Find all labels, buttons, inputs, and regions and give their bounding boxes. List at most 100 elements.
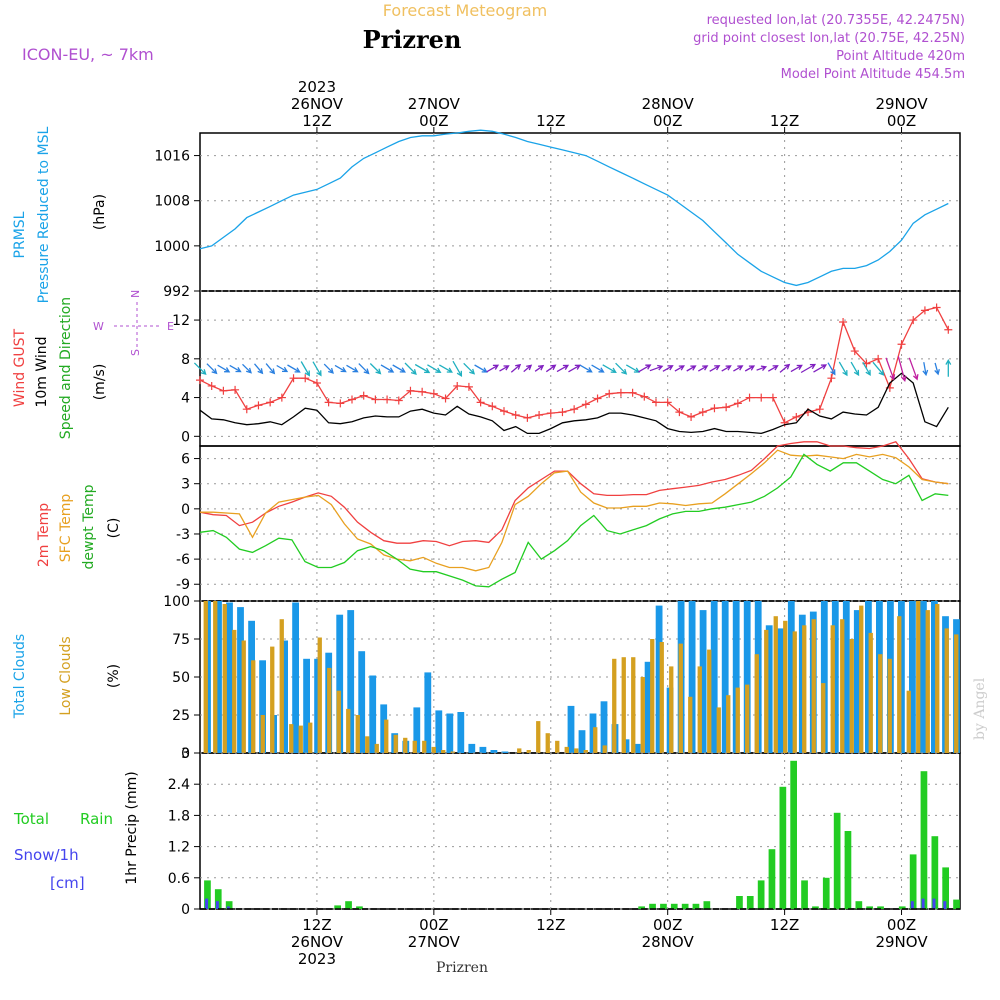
gust-marker	[312, 379, 321, 388]
low-cloud-bar	[659, 642, 664, 753]
value-tick-label: 1008	[154, 194, 190, 210]
low-cloud-bar	[545, 733, 550, 753]
gridpoint-coords: grid point closest lon,lat (20.75E, 42.2…	[693, 31, 965, 46]
low-cloud-bar	[897, 616, 902, 753]
wind-arrow	[206, 363, 218, 375]
wind-arrow	[709, 365, 721, 372]
low-cloud-bar	[289, 724, 294, 753]
gust-marker	[476, 398, 485, 407]
gust-marker	[897, 340, 906, 349]
low-cloud-bar	[726, 695, 731, 753]
time-label-top: 12Z	[302, 112, 331, 130]
rain-bar	[812, 906, 819, 909]
compass-w: W	[93, 320, 104, 333]
total-cloud-bar	[865, 601, 872, 753]
snow-bar	[910, 901, 914, 909]
value-tick-label: 1.8	[168, 808, 190, 824]
rain-bar	[855, 901, 863, 909]
wind-arrow	[369, 363, 382, 375]
gust-marker	[383, 395, 392, 404]
gust-marker	[780, 418, 789, 427]
requested-coords: requested lon,lat (20.7355E, 42.2475N)	[707, 13, 965, 28]
t2m-line	[199, 441, 949, 547]
wind-arrow	[392, 364, 406, 373]
wind-arrow	[615, 362, 628, 375]
total-cloud-bar	[622, 739, 630, 753]
low-cloud-bar	[270, 646, 275, 753]
low-cloud-bar	[203, 601, 208, 753]
watermark: by Angel	[972, 677, 988, 740]
rain-bar	[942, 867, 949, 909]
rain-bar	[214, 889, 222, 909]
gust-marker	[453, 381, 462, 390]
time-label-bottom: 26NOV	[291, 933, 344, 951]
gust-marker	[827, 374, 836, 383]
low-cloud-bar	[944, 628, 949, 753]
low-cloud-bar	[783, 620, 788, 753]
gust-marker	[324, 398, 333, 407]
low-cloud-bar	[669, 666, 674, 753]
total-cloud-bar	[600, 701, 608, 753]
gust-marker	[616, 388, 625, 397]
low-cloud-bar	[954, 634, 959, 753]
wind-arrow	[579, 364, 593, 373]
total-cloud-bar	[898, 601, 905, 753]
low-cloud-bar	[336, 690, 341, 753]
gust-marker	[219, 386, 228, 395]
wind-arrow	[838, 361, 848, 377]
low-cloud-bar	[517, 748, 522, 753]
value-tick-label: 12	[172, 313, 190, 329]
point-altitude: Point Altitude 420m	[836, 49, 965, 64]
rain-bar	[670, 903, 678, 909]
rain-bar	[638, 906, 645, 909]
rain-bar	[334, 905, 341, 909]
gust-marker	[441, 394, 450, 403]
gust-marker	[394, 396, 403, 405]
total-cloud-bar	[853, 610, 861, 753]
wind-arrow	[312, 361, 322, 377]
low-cloud-bar	[583, 750, 588, 753]
gust-marker	[196, 376, 204, 385]
value-tick-label: 25	[172, 708, 190, 724]
low-cloud-bar	[384, 719, 389, 753]
total-cloud-bar	[831, 601, 839, 753]
snow-bar	[226, 906, 230, 909]
low-cloud-bar	[327, 667, 332, 753]
gust-marker	[464, 382, 473, 391]
wind-arrow	[486, 364, 500, 373]
rain-bar	[931, 836, 939, 909]
snow-bar	[943, 901, 947, 909]
total-cloud-bar	[501, 751, 509, 753]
gust-marker	[675, 408, 684, 417]
value-tick-label: -3	[176, 527, 190, 543]
rain-bar	[757, 880, 765, 909]
compass-n: N	[129, 290, 142, 298]
low-cloud-bar	[564, 746, 569, 753]
total-cloud-bar	[721, 601, 729, 753]
wind-arrow	[556, 364, 570, 373]
wind-arrow	[534, 364, 545, 372]
low-cloud-bar	[735, 687, 740, 753]
total-cloud-bar	[655, 605, 663, 753]
wind-arrow	[638, 364, 652, 373]
rain-bar	[909, 854, 917, 909]
value-tick-label: 1000	[154, 239, 190, 255]
low-cloud-bar	[631, 657, 636, 753]
rain-bar	[953, 899, 960, 909]
time-label-bottom: 29NOV	[875, 933, 928, 951]
wind-arrow	[908, 357, 919, 381]
time-label-top: 27NOV	[408, 95, 461, 113]
value-tick-label: 3	[181, 746, 190, 762]
t2m-label: 2m Temp	[36, 503, 52, 567]
gust-marker	[266, 398, 275, 407]
rain-bar	[779, 786, 787, 909]
panel-frame-1	[199, 132, 961, 292]
total-cloud-bar	[578, 730, 586, 753]
precip-unit: 1hr Precip (mm)	[124, 771, 140, 884]
wind-arrow	[427, 364, 442, 373]
low-cloud-bar	[640, 677, 645, 753]
value-tick-label: 75	[172, 632, 190, 648]
low-cloud-bar	[279, 619, 284, 753]
wind-arrow	[945, 358, 952, 377]
